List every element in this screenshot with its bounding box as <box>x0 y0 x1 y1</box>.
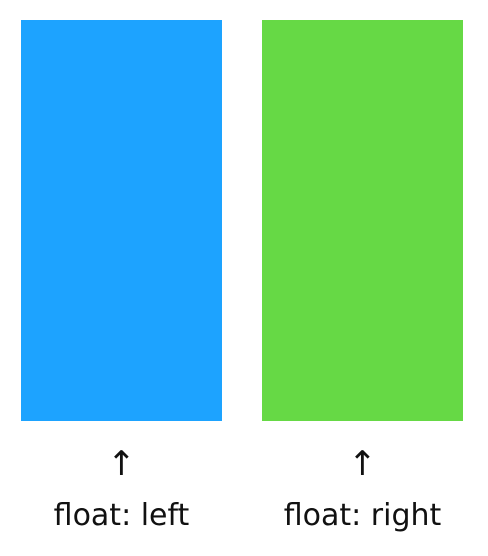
float-right-label: float: right <box>283 498 442 533</box>
float-right-box <box>262 20 463 421</box>
float-right-arrow: ↑ <box>348 444 377 484</box>
float-left-box <box>21 20 222 421</box>
float-left-arrow: ↑ <box>107 444 136 484</box>
float-left-label: float: left <box>53 498 190 533</box>
